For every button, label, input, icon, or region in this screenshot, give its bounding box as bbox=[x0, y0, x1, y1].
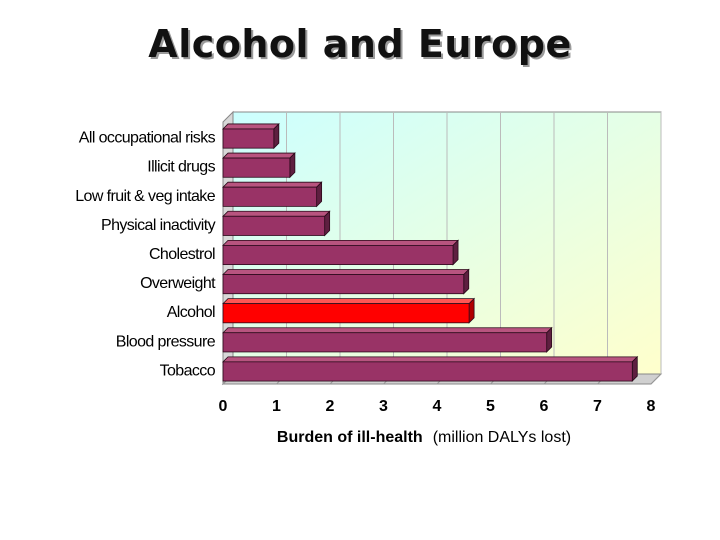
bar-top-face bbox=[222, 327, 553, 334]
x-tick-label: 7 bbox=[593, 398, 602, 415]
bar-cholestrol bbox=[222, 239, 460, 266]
category-label: Illicit drugs bbox=[147, 159, 215, 176]
bar-front-face bbox=[222, 332, 548, 353]
category-label: Tobacco bbox=[160, 362, 216, 379]
bar-front-face bbox=[222, 157, 291, 178]
x-tick-label: 3 bbox=[379, 398, 388, 415]
category-label: Low fruit & veg intake bbox=[75, 188, 215, 205]
bar-physical-inactivity bbox=[222, 210, 331, 237]
category-label: Overweight bbox=[140, 275, 216, 292]
bar-overweight bbox=[222, 268, 470, 295]
x-tick-labels: 0 1 2 3 4 5 6 7 8 bbox=[219, 398, 656, 415]
x-tick-label: 8 bbox=[647, 398, 656, 415]
bar-front-face bbox=[222, 274, 465, 295]
bar-top-face bbox=[222, 239, 460, 246]
bar-top-face bbox=[222, 210, 331, 217]
bar-front-face bbox=[222, 244, 454, 266]
category-label: Alcohol bbox=[167, 304, 215, 321]
bar-alcohol bbox=[222, 297, 476, 324]
x-tick-label: 2 bbox=[326, 398, 335, 415]
bar-front-face bbox=[222, 215, 326, 236]
bar-top-face bbox=[222, 181, 323, 188]
bars bbox=[222, 122, 639, 383]
floor-gridline bbox=[650, 373, 662, 385]
bar-front-face bbox=[222, 128, 275, 149]
x-tick-label: 4 bbox=[433, 398, 442, 415]
slide-title: Alcohol and Europe bbox=[148, 22, 572, 66]
bar-blood-pressure bbox=[222, 326, 553, 353]
bar-front-face bbox=[222, 186, 318, 207]
bar-top-face bbox=[222, 123, 280, 130]
bar-front-face bbox=[222, 361, 633, 382]
bar-all-occupational-risks bbox=[222, 122, 280, 150]
bar-low-fruit-veg-intake bbox=[222, 181, 323, 208]
bar-top-face bbox=[222, 152, 296, 159]
x-axis-title-bold: Burden of ill-health bbox=[277, 429, 423, 446]
category-label: Cholestrol bbox=[149, 246, 215, 263]
bar-top-face bbox=[222, 269, 470, 275]
x-tick-label: 0 bbox=[219, 398, 228, 415]
bar-front-face bbox=[222, 303, 470, 324]
category-label: Blood pressure bbox=[116, 333, 216, 350]
bar-tobacco bbox=[222, 355, 639, 383]
bar-top-face bbox=[222, 356, 639, 363]
bar-illicit-drugs bbox=[222, 152, 296, 179]
x-axis-title-normal: (million DALYs lost) bbox=[433, 429, 571, 446]
category-label: Physical inactivity bbox=[101, 217, 216, 234]
bar-top-face bbox=[222, 298, 476, 305]
x-tick-label: 5 bbox=[486, 398, 495, 415]
x-tick-label: 6 bbox=[540, 398, 549, 415]
x-axis-title: Burden of ill-health (million DALYs lost… bbox=[277, 429, 571, 446]
x-tick-label: 1 bbox=[272, 398, 281, 415]
category-labels: All occupational risks Illicit drugs Low f… bbox=[75, 130, 217, 380]
category-label: All occupational risks bbox=[79, 130, 216, 147]
